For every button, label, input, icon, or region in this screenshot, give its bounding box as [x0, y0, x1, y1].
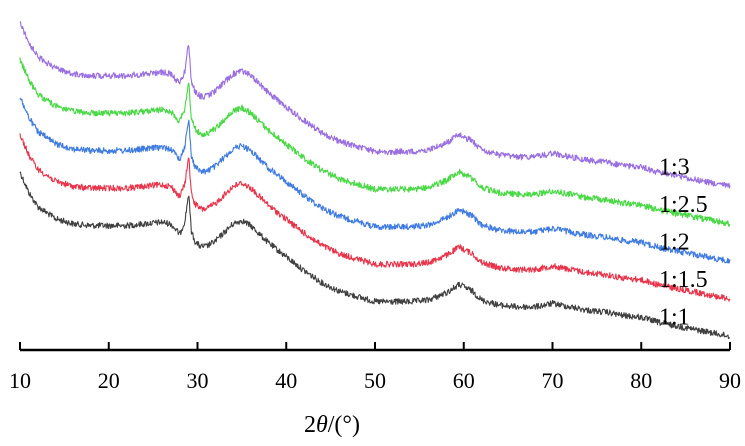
x-axis-title-suffix: /(°)	[328, 412, 360, 438]
traces-group	[19, 21, 731, 340]
x-tick-label: 60	[453, 368, 475, 393]
x-tick-label: 20	[98, 368, 120, 393]
x-tick-label: 70	[542, 368, 564, 393]
series-label: 1:1	[659, 304, 690, 330]
x-tick-label: 90	[719, 368, 741, 393]
trace-1-1-5	[19, 133, 731, 302]
trace-1-3	[19, 21, 731, 189]
x-tick-label: 80	[630, 368, 652, 393]
x-tick-label: 30	[187, 368, 209, 393]
series-labels-group: 1:1 1:1.5 1:2 1:2.5 1:3	[659, 154, 708, 330]
series-label: 1:3	[659, 154, 690, 180]
x-tick-label: 10	[9, 368, 31, 393]
x-tick-label: 40	[275, 368, 297, 393]
x-ticks-group: 10 20 30 40 50 60 70 80 90	[9, 342, 741, 393]
trace-1-2-5	[19, 57, 731, 228]
x-axis-title-prefix: 2	[304, 412, 316, 438]
x-tick-label: 50	[364, 368, 386, 393]
series-label: 1:2	[659, 229, 690, 255]
x-axis-title: 2θ/(°)	[304, 412, 360, 438]
x-axis: 10 20 30 40 50 60 70 80 90	[9, 342, 741, 393]
trace-1-2	[19, 97, 731, 264]
trace-1-1	[19, 171, 731, 340]
series-label: 1:1.5	[659, 267, 708, 293]
x-axis-title-symbol: θ	[316, 412, 328, 438]
series-label: 1:2.5	[659, 192, 708, 218]
